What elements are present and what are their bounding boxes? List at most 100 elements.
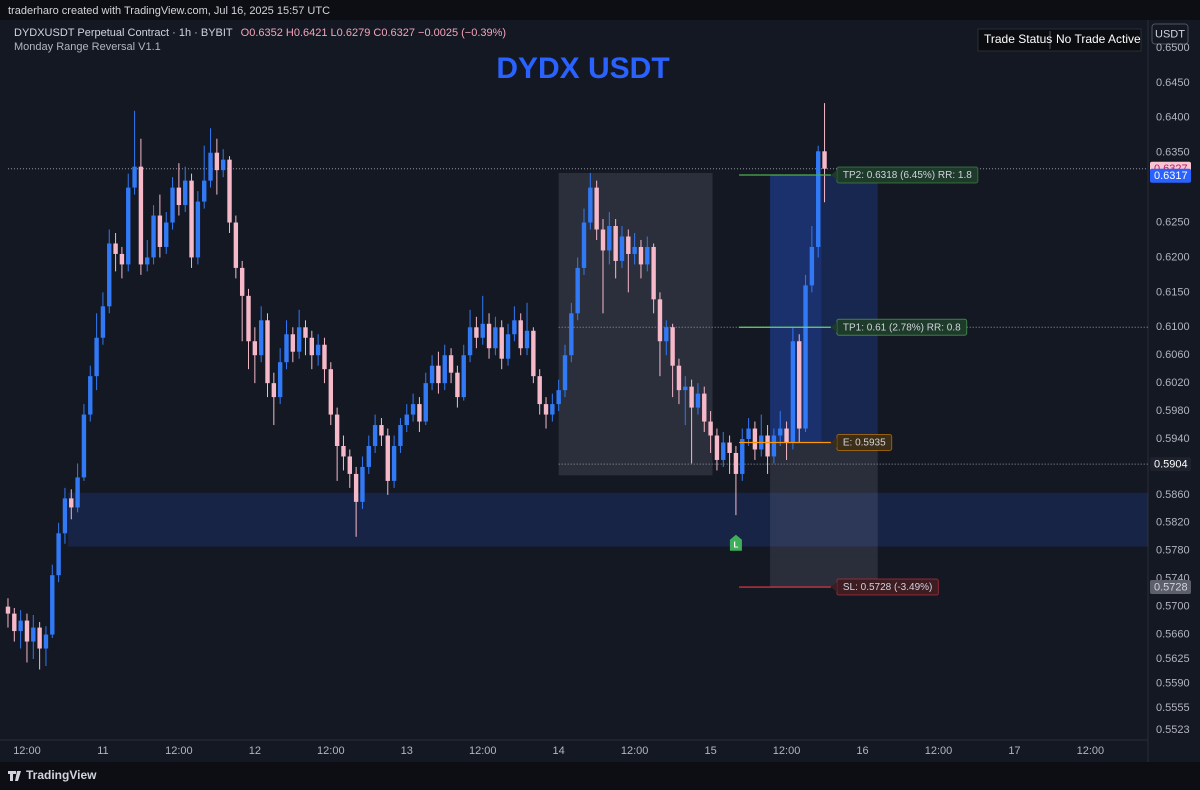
footer-bar <box>0 762 1200 790</box>
candle-body <box>550 404 555 415</box>
candle-body <box>714 435 720 460</box>
candle-body <box>632 246 637 254</box>
candle-body <box>594 187 599 230</box>
x-tick-label: 12:00 <box>925 745 953 757</box>
candle-body <box>88 376 93 415</box>
candle-body <box>480 323 485 338</box>
trade-level-label: E: 0.5935 <box>843 438 886 449</box>
trade-level-pointer <box>830 322 837 333</box>
candle-body <box>486 323 492 349</box>
candle-body <box>740 439 745 474</box>
price-tag <box>1150 168 1191 183</box>
candle-body <box>157 215 163 247</box>
candle-body <box>588 187 593 223</box>
candle-body <box>581 222 587 268</box>
candle-body <box>448 355 454 373</box>
zone-box <box>770 442 878 588</box>
candle-body <box>727 442 732 453</box>
x-tick-label: 13 <box>401 745 413 757</box>
candle-body <box>721 442 726 460</box>
candle-body <box>638 246 644 265</box>
candle-body <box>765 435 770 457</box>
candle-body <box>202 180 207 202</box>
candle-body <box>379 425 384 436</box>
candle-body <box>113 243 118 254</box>
currency[interactable]: USDT <box>1155 28 1185 40</box>
candle-body <box>18 620 23 632</box>
candle-body <box>708 421 713 436</box>
candle-body <box>347 456 352 474</box>
footer-logo <box>8 771 21 781</box>
y-tick-label: 0.5860 <box>1156 489 1190 501</box>
candle-body <box>5 606 11 614</box>
y-tick-label: 0.6100 <box>1156 321 1190 333</box>
candle-body <box>164 222 169 247</box>
y-tick-label: 0.5555 <box>1156 702 1190 714</box>
candle-body <box>290 334 296 352</box>
candle-body <box>467 327 473 356</box>
trade-status-label: Trade Status <box>984 32 1052 46</box>
indicator-name: Monday Range Reversal V1.1 <box>14 41 161 53</box>
candle-body <box>69 498 74 508</box>
candle-body <box>417 404 422 422</box>
candle-body <box>176 187 182 206</box>
candle-body <box>62 498 68 534</box>
candle-body <box>126 187 131 265</box>
candle-body <box>271 383 277 398</box>
candle-body <box>398 425 403 446</box>
ohlc-values: O0.6352 H0.6421 L0.6279 C0.6327 −0.0025 … <box>241 27 506 39</box>
x-tick-label: 15 <box>704 745 716 757</box>
candle-body <box>322 344 327 370</box>
zone-box <box>558 172 713 476</box>
candle-body <box>695 393 701 408</box>
zone-box <box>770 175 878 443</box>
candle-body <box>803 285 808 429</box>
signal-marker-label: L <box>733 540 738 549</box>
trade-status-box <box>977 28 1142 52</box>
candle-body <box>208 152 213 181</box>
candle-body <box>436 365 441 384</box>
candle-body <box>31 627 36 642</box>
candle-body <box>543 404 549 415</box>
candle-body <box>189 180 194 258</box>
trade-level-label: TP2: 0.6318 (6.45%) RR: 1.8 <box>843 170 972 181</box>
candle-body <box>613 226 618 261</box>
candle-body <box>733 452 739 474</box>
candle-body <box>265 320 270 384</box>
candle-body <box>233 222 239 268</box>
y-tick-label: 0.5780 <box>1156 545 1190 557</box>
candle-body <box>195 201 201 258</box>
candle-body <box>372 425 378 446</box>
y-tick-label: 0.6250 <box>1156 216 1190 228</box>
trade-level-pointer <box>830 582 837 593</box>
candle-body <box>771 435 777 457</box>
candle-body <box>518 320 523 349</box>
x-tick-label: 12:00 <box>317 745 345 757</box>
candle-body <box>366 445 371 467</box>
candle-body <box>816 151 821 247</box>
candle-body <box>107 243 112 307</box>
signal-marker <box>729 534 742 551</box>
candle-body <box>670 327 675 366</box>
candle-body <box>341 445 346 457</box>
trade-level-pointer <box>830 170 837 181</box>
candle-body <box>24 620 30 642</box>
candles <box>5 103 827 670</box>
y-tick-label: 0.5940 <box>1156 433 1190 445</box>
candle-body <box>493 327 498 349</box>
x-tick-label: 12:00 <box>469 745 497 757</box>
candle-body <box>303 327 308 338</box>
x-tick-label: 12 <box>249 745 261 757</box>
candle-body <box>822 151 827 169</box>
currency-button[interactable] <box>1151 23 1189 45</box>
candle-body <box>689 386 694 408</box>
candle-body <box>752 428 758 450</box>
x-tick-label: 16 <box>856 745 868 757</box>
candle-body <box>619 236 625 261</box>
candle-body <box>461 355 466 398</box>
candle-body <box>353 473 359 502</box>
trade-level-label: SL: 0.5728 (-3.49%) <box>843 582 933 593</box>
